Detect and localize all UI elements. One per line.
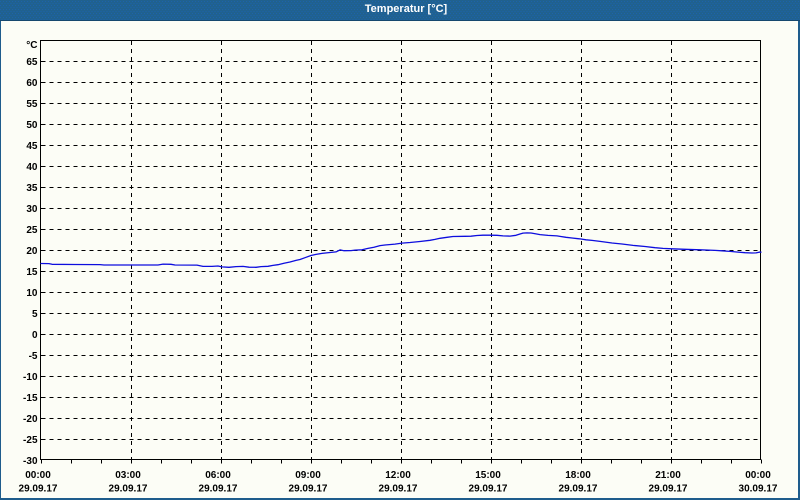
svg-text:15:00: 15:00: [475, 470, 501, 481]
svg-text:-30: -30: [23, 456, 38, 467]
svg-text:-5: -5: [29, 351, 38, 362]
svg-text:30.09.17: 30.09.17: [739, 484, 778, 495]
svg-text:40: 40: [26, 162, 38, 173]
svg-text:29.09.17: 29.09.17: [469, 484, 508, 495]
svg-text:35: 35: [26, 183, 38, 194]
svg-text:29.09.17: 29.09.17: [649, 484, 688, 495]
svg-text:00:00: 00:00: [25, 470, 51, 481]
svg-text:29.09.17: 29.09.17: [289, 484, 328, 495]
svg-text:29.09.17: 29.09.17: [379, 484, 418, 495]
svg-text:12:00: 12:00: [385, 470, 411, 481]
svg-text:10: 10: [26, 288, 38, 299]
svg-text:-15: -15: [23, 393, 38, 404]
svg-text:00:00: 00:00: [745, 470, 771, 481]
svg-text:°C: °C: [26, 40, 37, 51]
svg-text:50: 50: [26, 120, 38, 131]
svg-text:20: 20: [26, 246, 38, 257]
svg-text:06:00: 06:00: [205, 470, 231, 481]
svg-text:15: 15: [26, 267, 38, 278]
svg-text:29.09.17: 29.09.17: [199, 484, 238, 495]
svg-text:Temperatur [°C]: Temperatur [°C]: [365, 3, 448, 15]
svg-text:65: 65: [26, 57, 38, 68]
svg-text:18:00: 18:00: [565, 470, 591, 481]
svg-text:-25: -25: [23, 435, 38, 446]
svg-text:5: 5: [32, 309, 38, 320]
svg-text:45: 45: [26, 141, 38, 152]
svg-text:03:00: 03:00: [115, 470, 141, 481]
svg-text:60: 60: [26, 78, 38, 89]
svg-text:55: 55: [26, 99, 38, 110]
svg-text:21:00: 21:00: [655, 470, 681, 481]
svg-text:09:00: 09:00: [295, 470, 321, 481]
svg-text:29.09.17: 29.09.17: [559, 484, 598, 495]
svg-text:29.09.17: 29.09.17: [109, 484, 148, 495]
svg-text:-10: -10: [23, 372, 38, 383]
svg-text:-20: -20: [23, 414, 38, 425]
svg-text:0: 0: [32, 330, 38, 341]
svg-text:30: 30: [26, 204, 38, 215]
svg-text:25: 25: [26, 225, 38, 236]
svg-text:29.09.17: 29.09.17: [19, 484, 58, 495]
